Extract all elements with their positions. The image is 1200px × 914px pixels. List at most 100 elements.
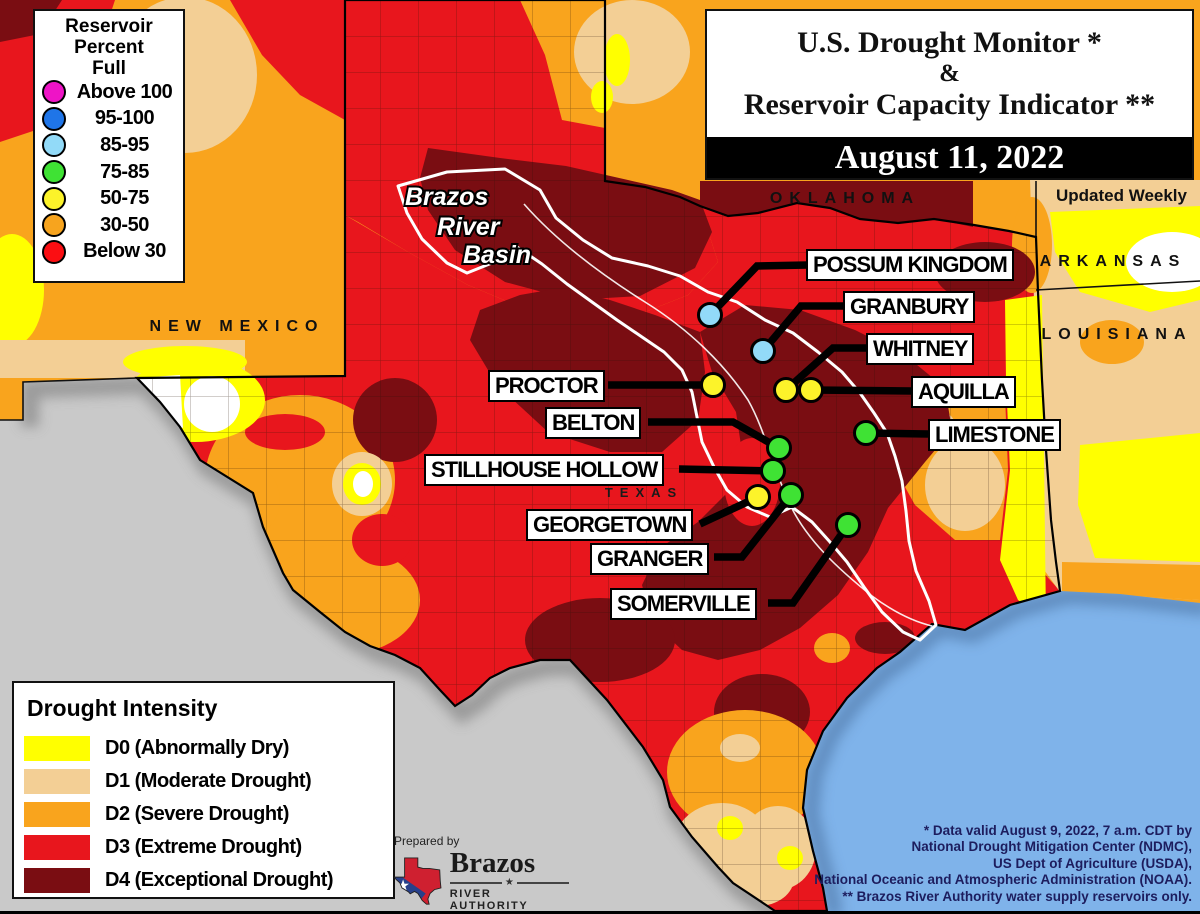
legend-dot-icon xyxy=(42,106,66,131)
state-label-new-mexico: NEW MEXICO xyxy=(150,318,325,335)
reservoir-label: GEORGETOWN xyxy=(526,509,694,541)
brazos-basin-outline xyxy=(396,167,938,642)
reservoir-label: GRANGER xyxy=(590,543,710,575)
reservoir-connector-line xyxy=(707,261,809,318)
reservoir-dot-icon xyxy=(766,435,792,461)
reservoir-legend-item: 95-100 xyxy=(35,106,183,133)
state-label-louisiana: LOUISIANA xyxy=(1042,326,1193,343)
drought-legend-item: D4 (Exceptional Drought) xyxy=(14,864,393,897)
drought-legend-item-label: D3 (Extreme Drought) xyxy=(105,836,302,858)
logo-subtitle: RIVER AUTHORITY xyxy=(449,888,529,912)
map-patch xyxy=(1126,232,1200,292)
reservoir-legend-item-label: Below 30 xyxy=(83,240,166,263)
state-label-texas: TEXAS xyxy=(605,485,683,500)
footnote-line: US Dept of Agriculture (USDA), xyxy=(993,855,1192,871)
reservoir-legend-item-label: 50-75 xyxy=(100,187,149,210)
basin-label-line2: River xyxy=(437,213,501,241)
title-line1: U.S. Drought Monitor * xyxy=(797,26,1102,59)
legend-dot-icon xyxy=(42,80,66,105)
reservoir-legend-item: 85-95 xyxy=(35,132,183,159)
reservoir-legend-title-line3: Full xyxy=(92,58,126,79)
reservoir-connector-line xyxy=(810,386,913,395)
map-patch xyxy=(0,234,44,346)
reservoir-label: AQUILLA xyxy=(911,376,1016,408)
reservoir-dot-icon xyxy=(778,482,804,508)
legend-dot-icon xyxy=(42,160,66,185)
drought-swatch-icon xyxy=(24,736,90,761)
prepared-by-label: Prepared by xyxy=(394,834,460,848)
reservoir-connector-line xyxy=(678,465,774,475)
reservoir-legend-item: 50-75 xyxy=(35,185,183,212)
drought-swatch-icon xyxy=(24,802,90,827)
ar-la-border xyxy=(1035,280,1200,291)
reservoir-label: SOMERVILLE xyxy=(610,588,757,620)
reservoir-label: STILLHOUSE HOLLOW xyxy=(424,454,665,486)
reservoir-dot-icon xyxy=(760,458,786,484)
drought-legend-item: D0 (Abnormally Dry) xyxy=(14,732,393,765)
reservoir-dot-icon xyxy=(798,377,824,403)
title-line2: Reservoir Capacity Indicator ** xyxy=(743,88,1156,121)
drought-legend-item-label: D1 (Moderate Drought) xyxy=(105,770,312,792)
brazos-logo: Prepared by ★ Brazos ★ RIVER AUTHORITY xyxy=(394,834,569,912)
date-strip: August 11, 2022 xyxy=(707,137,1192,178)
reservoir-legend-item: 75-85 xyxy=(35,159,183,186)
reservoir-dot-icon xyxy=(745,484,771,510)
reservoir-legend-item-label: 30-50 xyxy=(100,213,149,236)
reservoir-connector-line xyxy=(648,418,781,452)
reservoir-legend-item: Below 30 xyxy=(35,239,183,266)
drought-swatch-icon xyxy=(24,835,90,860)
footnote-line: ** Brazos River Authority water supply r… xyxy=(842,888,1192,904)
legend-dot-icon xyxy=(42,186,66,211)
drought-legend: Drought Intensity D0 (Abnormally Dry) D1 … xyxy=(12,681,395,899)
reservoir-legend-title-line2: Percent xyxy=(74,37,144,58)
reservoir-legend-item: Above 100 xyxy=(35,79,183,106)
texas-flag-icon: ★ xyxy=(394,856,442,905)
drought-swatch-icon xyxy=(24,868,90,893)
drought-legend-item: D1 (Moderate Drought) xyxy=(14,765,393,798)
reservoir-connector-line xyxy=(714,492,794,561)
reservoir-connector-line xyxy=(760,302,846,354)
reservoir-dot-icon xyxy=(835,512,861,538)
reservoir-connector-line xyxy=(768,522,852,607)
texas-outline xyxy=(134,0,1062,911)
reservoir-label: PROCTOR xyxy=(488,370,605,402)
drought-legend-item-label: D0 (Abnormally Dry) xyxy=(105,737,289,759)
reservoir-label: BELTON xyxy=(545,407,642,439)
footnote-line: National Oceanic and Atmospheric Adminis… xyxy=(814,872,1192,887)
gulf-of-mexico xyxy=(803,591,1200,911)
logo-name: Brazos xyxy=(449,847,536,879)
legend-dot-icon xyxy=(42,133,66,158)
legend-dot-icon xyxy=(42,239,66,264)
state-label-arkansas: ARKANSAS xyxy=(1040,253,1187,270)
title-ampersand: & xyxy=(939,60,960,87)
map-patch xyxy=(604,34,630,86)
drought-legend-item: D3 (Extreme Drought) xyxy=(14,831,393,864)
reservoir-legend: Reservoir Percent Full Above 100 95-100 85… xyxy=(33,9,185,283)
reservoir-legend-item-label: 85-95 xyxy=(100,133,149,156)
title-box: U.S. Drought Monitor * & Reservoir Capac… xyxy=(705,9,1194,180)
map-patch xyxy=(1078,433,1200,562)
footnote-line: National Drought Mitigation Center (NDMC… xyxy=(911,839,1192,854)
drought-legend-item-label: D4 (Exceptional Drought) xyxy=(105,869,334,891)
star-icon: ★ xyxy=(504,877,514,888)
reservoir-dot-icon xyxy=(773,377,799,403)
reservoir-dot-icon xyxy=(697,302,723,328)
drought-swatch-icon xyxy=(24,769,90,794)
reservoir-legend-item-label: 95-100 xyxy=(94,107,155,130)
map-patch xyxy=(1080,320,1144,364)
reservoir-dot-icon xyxy=(853,420,879,446)
nm-border xyxy=(0,377,138,421)
logo-star-divider: ★ xyxy=(449,877,569,888)
reservoir-label: POSSUM KINGDOM xyxy=(806,249,1014,281)
basin-label-line3: Basin xyxy=(463,241,531,269)
reservoir-connector-line xyxy=(783,344,868,393)
footnotes: * Data valid August 9, 2022, 7 a.m. CDT … xyxy=(762,823,1192,906)
reservoir-dot-icon xyxy=(700,372,726,398)
reservoir-label: GRANBURY xyxy=(843,291,976,323)
reservoir-legend-item-label: Above 100 xyxy=(76,80,173,103)
reservoir-dot-icon xyxy=(750,338,776,364)
legend-dot-icon xyxy=(42,213,66,238)
map-patch xyxy=(1062,562,1200,600)
drought-legend-item: D2 (Severe Drought) xyxy=(14,798,393,831)
